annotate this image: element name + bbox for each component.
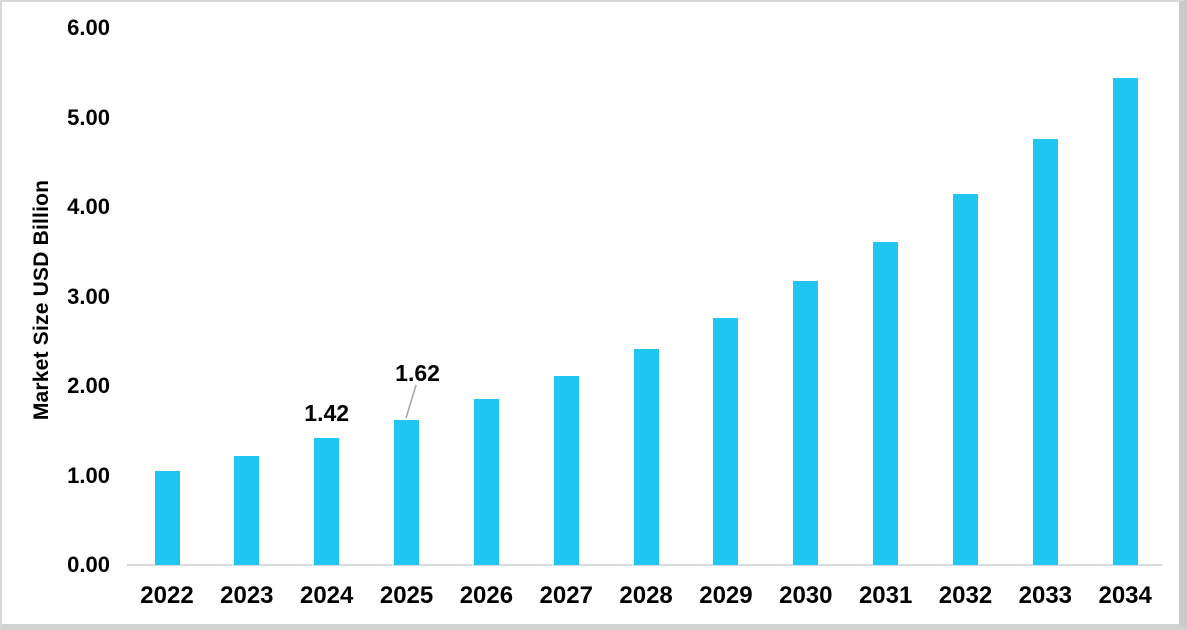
x-tick-2028: 2028 — [619, 582, 673, 609]
bar-2033 — [1032, 138, 1058, 565]
x-tick-2027: 2027 — [539, 582, 593, 609]
y-tick-5.00: 5.00 — [67, 104, 110, 130]
bar-2034 — [1112, 78, 1138, 565]
bar-2027 — [553, 376, 579, 565]
bar-2022 — [154, 471, 180, 565]
x-tick-2024: 2024 — [299, 582, 354, 609]
x-tick-2023: 2023 — [220, 582, 274, 609]
bar-2023 — [234, 455, 260, 565]
y-tick-6.00: 6.00 — [67, 15, 110, 40]
x-tick-2029: 2029 — [699, 582, 753, 609]
data-label-2025: 1.62 — [395, 360, 440, 386]
x-tick-2031: 2031 — [858, 582, 913, 609]
bar-2024 — [314, 437, 340, 565]
x-tick-2033: 2033 — [1018, 582, 1073, 609]
x-tick-2032: 2032 — [938, 582, 993, 609]
y-tick-2.00: 2.00 — [67, 373, 110, 398]
x-tick-2022: 2022 — [140, 582, 194, 609]
data-label-2024: 1.42 — [304, 399, 350, 426]
y-tick-0.00: 0.00 — [67, 552, 110, 577]
bar-2025 — [394, 420, 420, 565]
x-tick-2026: 2026 — [459, 582, 514, 609]
bar-2031 — [873, 241, 899, 565]
bar-2032 — [953, 193, 978, 565]
y-tick-4.00: 4.00 — [67, 194, 110, 219]
y-tick-1.00: 1.00 — [67, 462, 110, 488]
x-tick-2025: 2025 — [379, 582, 434, 609]
bar-2026 — [473, 398, 499, 565]
y-tick-3.00: 3.00 — [67, 283, 110, 309]
bar-2028 — [633, 349, 659, 565]
bar-2030 — [793, 281, 819, 565]
x-tick-2034: 2034 — [1098, 582, 1152, 609]
x-tick-2030: 2030 — [779, 582, 833, 609]
bar-2029 — [713, 317, 739, 565]
